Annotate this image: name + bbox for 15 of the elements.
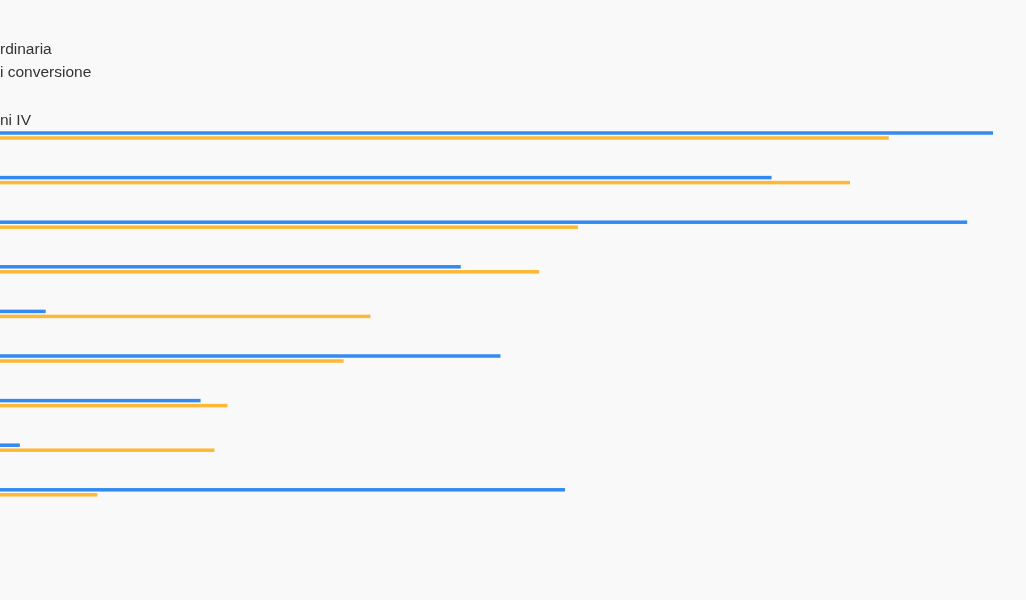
bar [0, 225, 578, 229]
bar [0, 443, 20, 447]
bar [0, 488, 566, 492]
annotation: ni IV [0, 111, 32, 128]
bar [0, 131, 993, 135]
text: i conversione [0, 63, 92, 80]
bar [0, 265, 461, 269]
bar [0, 136, 889, 140]
bar [0, 354, 501, 358]
bar [0, 448, 215, 452]
bar [0, 220, 968, 224]
text: rdinaria [0, 40, 53, 57]
bar [0, 270, 540, 274]
bar [0, 493, 98, 497]
bar [0, 359, 344, 363]
